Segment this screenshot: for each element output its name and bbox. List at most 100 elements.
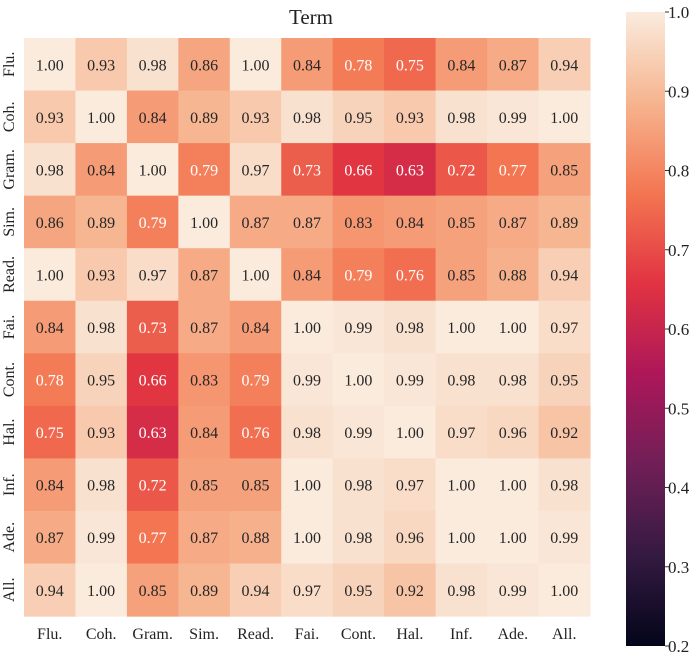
heatmap-cell [126,300,179,354]
colorbar-tick-label: 0.9 [668,82,689,101]
cell-value-label: 0.85 [550,162,578,179]
colorbar-tick-label: 1.0 [668,3,689,22]
heatmap-cell [24,563,77,617]
heatmap-cell [126,90,179,144]
cell-value-label: 0.98 [87,478,115,495]
cell-value-label: 0.93 [36,110,64,127]
heatmap-cell [538,38,591,92]
cell-value-label: 0.83 [190,373,218,390]
column-label: Flu. [37,626,62,643]
heatmap-cell [384,510,437,565]
colorbar-tick-label: 0.7 [668,241,690,260]
heatmap-cell [332,195,385,249]
heatmap-cell [384,405,437,459]
heatmap-cell [435,458,488,512]
cell-value-label: 0.79 [344,267,372,284]
heatmap-cell [178,195,231,249]
heatmap-cells: 1.00 0.93 0.98 0.86 1.00 0.84 0.78 0.75 0.84 0.87… [24,38,591,617]
heatmap-cell [384,353,437,407]
cell-value-label: 0.98 [87,320,115,337]
cell-value-label: 0.98 [36,162,64,179]
heatmap-cell [75,38,128,92]
cell-value-label: 0.85 [242,478,270,495]
row-label: All. [1,578,18,602]
cell-value-label: 0.95 [344,583,372,600]
heatmap-cell [487,38,540,92]
heatmap-cell [487,248,540,302]
heatmap-cell [126,563,179,617]
cell-value-label: 0.98 [139,57,167,74]
heatmap-cell [24,143,77,197]
column-label: Hal. [396,626,423,643]
heatmap-cell [435,248,488,302]
cell-value-label: 0.87 [190,320,218,337]
cell-value-label: 0.78 [36,373,64,390]
heatmap-cell [75,405,128,459]
cell-value-label: 1.00 [344,373,372,390]
cell-value-label: 0.99 [499,110,527,127]
row-label: Hal. [1,419,18,446]
colorbar-gradient [626,12,665,646]
cell-value-label: 0.73 [293,162,321,179]
cell-value-label: 0.95 [87,373,115,390]
heatmap-cell [281,300,334,354]
heatmap-cell [384,195,437,249]
heatmap-cell [384,563,437,617]
heatmap-cell [178,90,231,144]
heatmap-cell [332,458,385,512]
heatmap-cell [178,300,231,354]
heatmap-cell [178,405,231,459]
heatmap-cell [384,143,437,197]
heatmap-cell [384,90,437,144]
heatmap-cell [435,563,488,617]
heatmap-cell [487,405,540,459]
cell-value-label: 0.93 [87,425,115,442]
cell-value-label: 0.93 [242,110,270,127]
heatmap-cell [75,458,128,512]
heatmap-cell [178,143,231,197]
cell-value-label: 1.00 [87,583,115,600]
heatmap-cell [332,510,385,565]
heatmap-cell [487,353,540,407]
heatmap-cell [75,195,128,249]
heatmap-cell [24,405,77,459]
heatmap-cell [75,248,128,302]
row-labels: Flu. Coh. Gram. Sim. Read. Fai. Cont. Hal. Inf. A… [1,52,18,602]
heatmap-cell [487,300,540,354]
cell-value-label: 1.00 [293,530,321,547]
heatmap-cell [538,195,591,249]
cell-value-label: 0.85 [447,215,475,232]
cell-value-label: 0.87 [242,215,270,232]
cell-value-label: 0.84 [293,57,321,74]
cell-value-label: 0.98 [293,110,321,127]
cell-value-label: 1.00 [190,215,218,232]
heatmap-cell [435,405,488,459]
cell-value-label: 0.93 [87,267,115,284]
cell-value-label: 1.00 [242,267,270,284]
cell-value-label: 0.87 [499,215,527,232]
cell-value-label: 0.89 [87,215,115,232]
cell-value-label: 0.87 [499,57,527,74]
cell-value-label: 1.00 [550,583,578,600]
heatmap-cell [281,353,334,407]
cell-value-label: 0.98 [344,530,372,547]
heatmap-cell [435,353,488,407]
cell-value-label: 0.96 [499,425,527,442]
cell-value-label: 0.96 [396,530,424,547]
heatmap-cell [24,458,77,512]
row-label: Cont. [1,362,18,397]
heatmap-cell [281,248,334,302]
column-label: Ade. [497,626,528,643]
cell-value-label: 0.87 [36,530,64,547]
cell-value-label: 0.85 [139,583,167,600]
heatmap-cell [435,300,488,354]
heatmap-cell [126,248,179,302]
heatmap-cell [229,300,282,354]
column-label: Read. [237,626,274,643]
cell-value-label: 0.84 [139,110,167,127]
cell-value-label: 0.99 [293,373,321,390]
cell-value-label: 0.92 [396,583,424,600]
cell-value-label: 0.93 [396,110,424,127]
cell-value-label: 1.00 [499,478,527,495]
heatmap-cell [75,143,128,197]
